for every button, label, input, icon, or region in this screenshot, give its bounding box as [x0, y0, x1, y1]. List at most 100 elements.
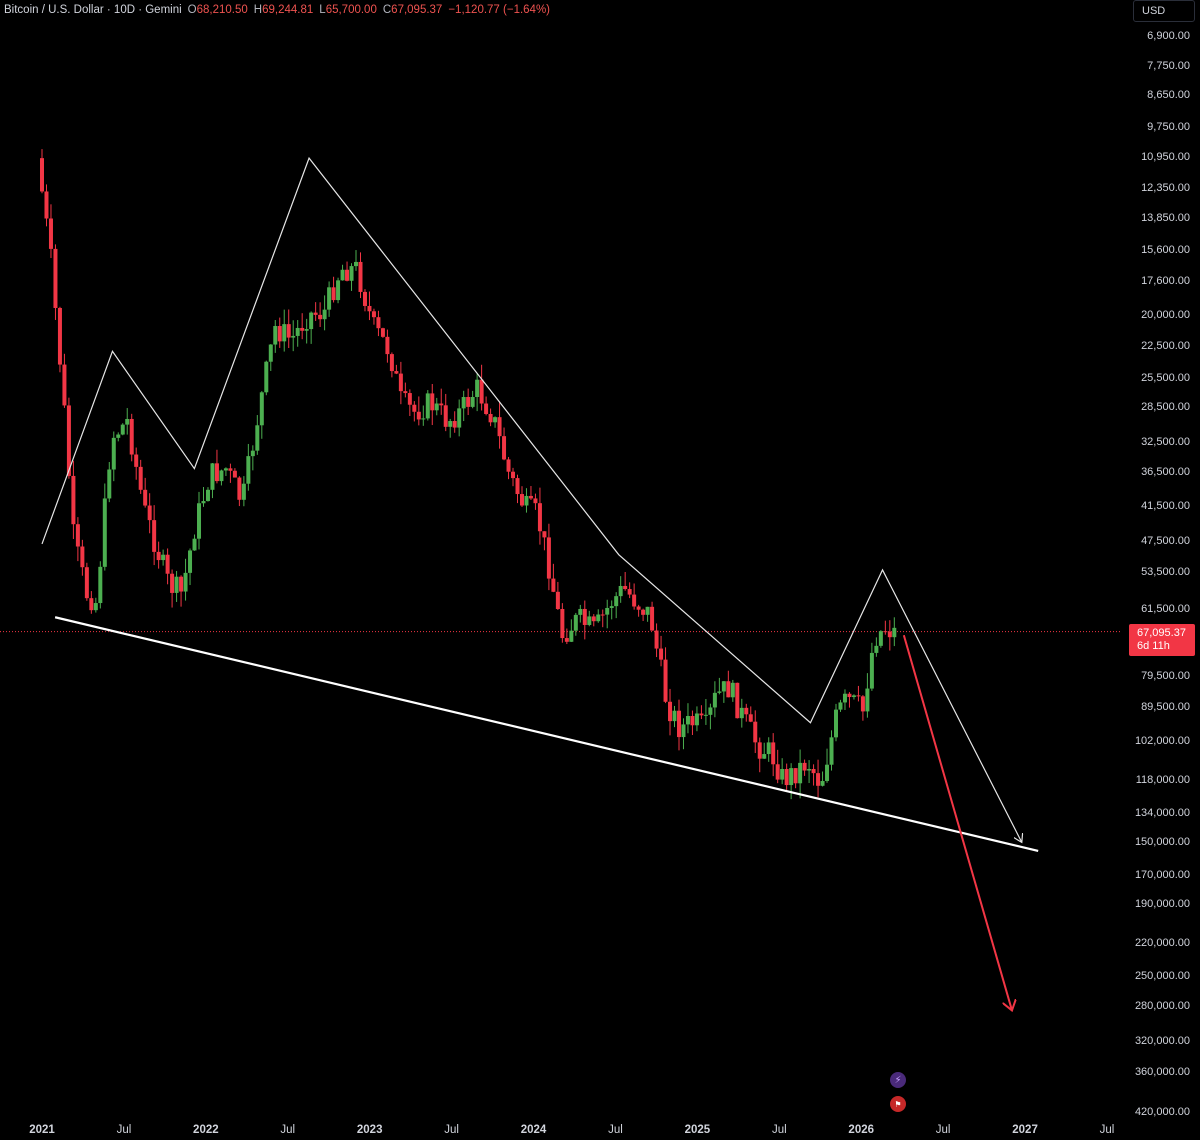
candle-body [842, 693, 847, 703]
candle-body [268, 344, 273, 362]
projection-arrow [902, 634, 1012, 1010]
candle-body [739, 707, 744, 719]
candle-body [484, 403, 489, 415]
candle-body [519, 494, 524, 506]
candle-body [573, 614, 578, 631]
candle-body [183, 572, 188, 592]
candle-body [340, 269, 345, 281]
time-tick-label: Jul [116, 1124, 132, 1136]
candle-body [439, 403, 444, 406]
candle-body [62, 364, 67, 406]
candle-body [89, 598, 94, 611]
candle-body [569, 630, 574, 642]
candle-body [452, 421, 457, 428]
lightning-icon[interactable]: ⚡ [890, 1072, 906, 1088]
candle-body [470, 396, 475, 407]
candle-body [57, 307, 62, 365]
last-price-value: 67,095.37 [1137, 627, 1186, 639]
candle-body [632, 594, 637, 607]
candle-body [627, 589, 632, 595]
candle-body [53, 248, 58, 308]
high-key: H [253, 4, 263, 16]
candle-body [174, 576, 179, 593]
candle-body [318, 314, 323, 320]
candle-body [694, 713, 699, 726]
time-tick-label: Jul [608, 1124, 623, 1136]
candle-body [609, 606, 614, 608]
candle-body [883, 631, 888, 633]
candle-body [358, 261, 363, 292]
candle-body [371, 311, 376, 318]
time-tick-label: Jul [444, 1124, 459, 1136]
currency-button[interactable]: USD [1133, 0, 1195, 22]
symbol-title[interactable]: Bitcoin / U.S. Dollar · 10D · Gemini [4, 4, 182, 16]
candle-body [708, 707, 713, 715]
us-flag-icon[interactable]: ⚑ [890, 1096, 906, 1112]
candle-body [820, 781, 825, 786]
candles-layer [40, 149, 897, 800]
candle-body [461, 397, 466, 409]
candle-body [156, 551, 161, 561]
candle-body [188, 550, 193, 573]
open-value: 68,210.50 [196, 4, 248, 16]
time-tick-label: 2025 [684, 1124, 711, 1136]
candle-body [676, 710, 681, 738]
candle-body [152, 520, 157, 552]
price-tick-label: 102,000.00 [1134, 735, 1190, 748]
price-tick-label: 22,500.00 [1141, 339, 1190, 352]
price-tick-label: 150,000.00 [1134, 836, 1190, 849]
candle-body [147, 505, 152, 521]
candle-body [811, 769, 816, 774]
candle-body [179, 576, 184, 592]
candle-body [780, 768, 785, 780]
candle-body [524, 495, 529, 506]
candle-body [403, 391, 408, 394]
drawings-layer[interactable] [41, 156, 1039, 1010]
candle-body [744, 707, 749, 715]
candle-body [170, 573, 175, 593]
candle-body [730, 682, 735, 698]
candle-body [479, 379, 484, 404]
open-key: O [187, 4, 197, 16]
candle-body [654, 630, 659, 649]
candle-body [434, 403, 439, 411]
candle-body [398, 373, 403, 392]
close-value: 67,095.37 [391, 4, 443, 16]
candle-body [703, 714, 708, 716]
price-tick-label: 61,500.00 [1141, 602, 1190, 615]
candle-body [111, 437, 116, 470]
candle-body [497, 417, 502, 437]
candle-body [685, 716, 690, 725]
candle-body [856, 695, 861, 697]
candle-body [578, 608, 583, 615]
candle-body [394, 371, 399, 374]
zigzag-pattern-line [41, 156, 1022, 842]
candle-body [425, 393, 430, 419]
candle-body [717, 691, 722, 693]
time-tick-label: 2026 [848, 1124, 875, 1136]
price-tick-label: 36,500.00 [1141, 466, 1190, 479]
price-tick-label: 8,650.00 [1147, 89, 1190, 102]
candle-body [537, 503, 542, 532]
candle-body [210, 463, 215, 490]
time-tick-label: 2021 [29, 1124, 55, 1136]
candle-body [488, 414, 493, 423]
candle-body [304, 329, 309, 331]
candle-body [712, 692, 717, 708]
candle-body [412, 404, 417, 412]
price-tick-label: 53,500.00 [1141, 566, 1190, 579]
candle-body [641, 609, 646, 615]
price-tick-label: 13,850.00 [1141, 212, 1190, 225]
candle-body [367, 305, 372, 312]
low-key: L [319, 4, 326, 16]
price-tick-label: 15,600.00 [1141, 243, 1190, 256]
price-axis[interactable]: 6,900.00 7,750.00 8,650.00 9,750.00 10,950.0… [1122, 0, 1200, 1140]
high-value: 69,244.81 [262, 4, 314, 16]
time-tick-label: Jul [280, 1124, 296, 1136]
candle-body [699, 713, 704, 716]
candle-body [829, 737, 834, 765]
candle-body [762, 754, 767, 759]
candle-body [753, 721, 758, 743]
